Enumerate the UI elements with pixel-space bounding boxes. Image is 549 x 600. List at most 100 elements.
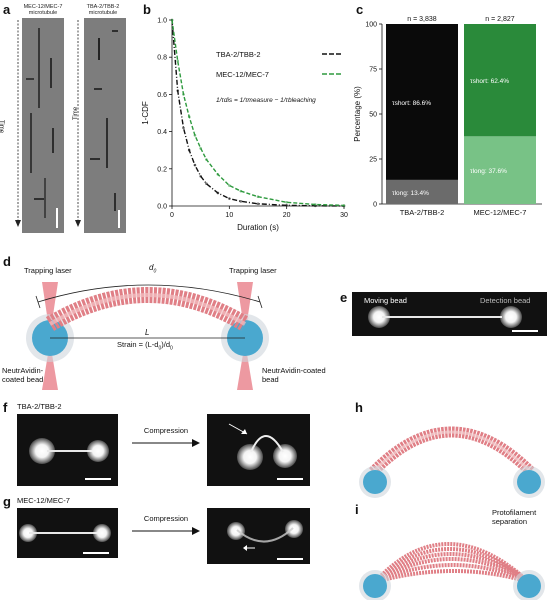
chart-b-point	[176, 89, 180, 92]
chart-b-point	[228, 197, 231, 200]
chart-b-point	[285, 200, 288, 204]
micrograph-g-after	[207, 508, 310, 564]
panel-d-label: d	[3, 254, 11, 269]
chart-c-data-label: τlong: 13.4%	[392, 190, 429, 197]
chart-b-point	[187, 148, 191, 152]
chart-c-n-label: n = 3,838	[407, 16, 436, 23]
chart-b-series-line	[171, 19, 345, 207]
buckled-microtubule-schematic	[359, 426, 545, 498]
optical-trap-schematic	[26, 282, 269, 390]
chart-b-point	[170, 18, 174, 22]
chart-b-point	[182, 126, 185, 130]
chart-c-category-label: TBA-2/TBB-2	[400, 208, 445, 217]
d0-label: d0	[149, 263, 157, 275]
chart-b-point	[256, 195, 260, 198]
chart-b-xtick-label: 0	[170, 212, 174, 219]
trap-laser-left-label: Trapping laser	[24, 266, 72, 275]
chart-b-xtick-label: 30	[340, 212, 348, 219]
L-label: L	[145, 328, 150, 337]
panel-f-label: f	[3, 400, 8, 415]
chart-b-xtick-label: 10	[225, 212, 233, 219]
trap-laser-right-top	[237, 282, 253, 322]
chart-b: 0 10 20 30 0.0 0.2 0.4 0.6 0.8 1.0 Duration (s) 1-C…	[141, 18, 348, 233]
chart-b-point	[199, 147, 202, 150]
time-arrow-1	[15, 20, 21, 227]
panel-i-label: i	[355, 502, 359, 517]
chart-b-point	[216, 191, 220, 195]
micrograph-f-after	[207, 414, 310, 486]
chart-b-point	[314, 203, 317, 206]
panel-g-title: MEC-12/MEC-7	[17, 496, 70, 505]
chart-c: 0 25 50 75 100 Percentage (%) τlong: 13.4% τsho…	[353, 16, 542, 217]
chart-c-data-label: τlong: 37.6%	[470, 168, 507, 175]
chart-c-data-label: τshort: 62.4%	[470, 78, 509, 85]
compression-arrow-g	[132, 527, 200, 535]
chart-b-point	[256, 202, 260, 206]
chart-c-bar-segment	[386, 179, 458, 204]
chart-b-point	[285, 203, 288, 207]
trap-laser-left-bottom	[42, 354, 58, 390]
chart-b-equation: 1/τdis = 1/τmeasure − 1/τbleaching	[216, 97, 316, 104]
chart-c-bar-segment	[386, 24, 458, 180]
bead-right-label: NeutrAvidin-coated bead	[262, 366, 326, 384]
micrograph-g-before	[17, 508, 118, 558]
chart-b-legend-label: MEC-12/MEC-7	[216, 70, 269, 79]
chart-b-ytick-label: 0.2	[157, 166, 167, 173]
chart-b-point	[182, 93, 185, 96]
time-arrow-2	[75, 20, 81, 227]
chart-b-legend-label: TBA-2/TBB-2	[216, 50, 261, 59]
chart-c-bar-segment	[464, 136, 536, 204]
kymograph-mec12	[22, 18, 64, 233]
panel-c-label: c	[356, 2, 364, 17]
protofilament-separation-schematic	[359, 542, 545, 600]
chart-b-series-line	[171, 19, 345, 207]
panel-g-label: g	[3, 494, 11, 509]
trap-laser-right-bottom	[237, 354, 253, 390]
chart-b-ytick-label: 0.8	[157, 55, 167, 62]
chart-b-point	[187, 115, 191, 119]
micrograph-e: Moving bead Detection bead	[352, 292, 547, 336]
kymo2-title: TBA-2/TBB-2 microtubule	[86, 4, 120, 16]
chart-c-data-label: τshort: 86.6%	[392, 100, 431, 107]
chart-c-n-label: n = 2,827	[485, 16, 514, 23]
kymo1-title: MEC-12/MEC-7 microtubule	[23, 4, 63, 16]
compression-label-g: Compression	[143, 514, 189, 523]
chart-b-ylabel: 1-CDF	[141, 101, 150, 125]
panel-f-title: TBA-2/TBB-2	[17, 402, 62, 411]
compression-arrow-f	[132, 439, 200, 447]
bead-left-label: NeutrAvidin-coated bead	[2, 366, 44, 384]
chart-b-xtick-label: 20	[283, 212, 291, 219]
detection-bead-label: Detection bead	[480, 296, 531, 305]
panel-e-label: e	[340, 290, 348, 305]
moving-bead-label: Moving bead	[364, 296, 407, 305]
micrograph-f-before	[17, 414, 118, 486]
chart-b-point	[193, 163, 197, 167]
chart-b-ytick-label: 1.0	[157, 18, 167, 25]
chart-b-point	[205, 182, 208, 185]
chart-c-ytick-label: 0	[373, 202, 377, 209]
chart-b-point	[193, 134, 197, 137]
chart-b-point	[228, 184, 231, 187]
chart-c-category-label: MEC-12/MEC-7	[474, 208, 527, 217]
chart-c-ytick-label: 100	[365, 22, 377, 29]
chart-b-point	[199, 174, 202, 178]
panel-b-label: b	[143, 2, 151, 17]
chart-b-ytick-label: 0.4	[157, 129, 167, 136]
chart-b-point	[176, 59, 180, 63]
chart-c-ytick-label: 25	[369, 157, 377, 164]
chart-b-xlabel: Duration (s)	[237, 223, 279, 232]
chart-c-ylabel: Percentage (%)	[353, 86, 362, 142]
chart-b-point	[205, 158, 208, 161]
trap-laser-left-top	[42, 282, 58, 322]
chart-b-point	[239, 200, 243, 203]
time-label-2: Time	[73, 106, 79, 120]
panel-a-label: a	[3, 2, 11, 17]
chart-c-bar-segment	[464, 24, 536, 137]
kymograph-tba2	[84, 18, 126, 233]
strain-label: Strain = (L-d0)/d0	[117, 340, 173, 352]
chart-c-ytick-label: 50	[369, 112, 377, 119]
protofilament-note: Protofilament separation	[492, 508, 537, 526]
chart-b-point	[216, 173, 220, 176]
chart-b-point	[342, 204, 346, 207]
compression-label-f: Compression	[143, 426, 189, 435]
